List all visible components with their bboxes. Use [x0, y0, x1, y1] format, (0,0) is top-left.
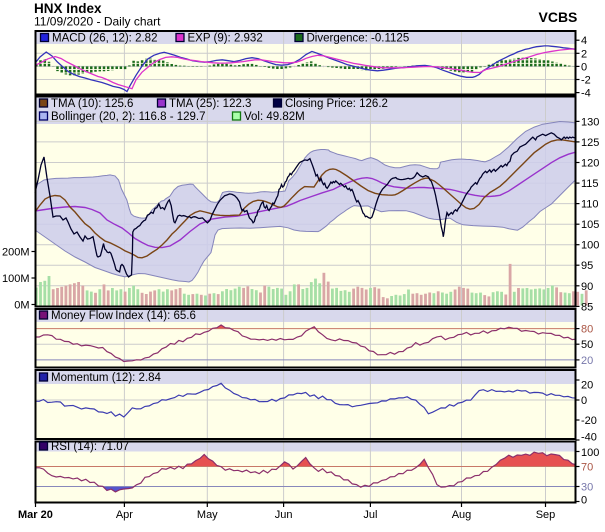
svg-text:VCBS: VCBS: [539, 9, 578, 25]
svg-text:Closing Price: 126.2: Closing Price: 126.2: [285, 98, 388, 110]
svg-text:30: 30: [581, 482, 593, 494]
svg-text:RSI (14): 71.07: RSI (14): 71.07: [51, 441, 129, 453]
svg-text:50: 50: [581, 339, 593, 351]
svg-text:-40: -40: [581, 432, 597, 444]
svg-text:100: 100: [581, 240, 599, 252]
svg-text:Jul: Jul: [363, 509, 377, 521]
svg-text:110: 110: [581, 199, 599, 211]
svg-text:Bollinger (20, 2): 116.8 - 129: Bollinger (20, 2): 116.8 - 129.7: [51, 111, 206, 123]
svg-text:200M: 200M: [2, 247, 30, 259]
svg-text:100: 100: [581, 447, 599, 459]
svg-text:105: 105: [581, 219, 599, 231]
svg-text:80: 80: [581, 324, 593, 336]
svg-text:EXP (9): 2.932: EXP (9): 2.932: [188, 33, 263, 45]
svg-text:Vol: 49.82M: Vol: 49.82M: [244, 111, 305, 123]
svg-text:120: 120: [581, 158, 599, 170]
svg-text:MACD (26, 12): 2.82: MACD (26, 12): 2.82: [52, 33, 157, 45]
svg-text:0: 0: [581, 61, 587, 73]
svg-text:100M: 100M: [2, 273, 30, 285]
svg-text:Momentum (12): 2.84: Momentum (12): 2.84: [51, 372, 162, 384]
svg-text:Jun: Jun: [275, 509, 293, 521]
svg-text:TMA (25): 122.3: TMA (25): 122.3: [169, 98, 251, 110]
svg-text:Aug: Aug: [452, 509, 472, 521]
svg-text:70: 70: [581, 462, 593, 474]
svg-text:Money Flow Index (14): 65.6: Money Flow Index (14): 65.6: [51, 310, 196, 322]
svg-text:85: 85: [581, 301, 593, 313]
svg-text:130: 130: [581, 116, 599, 128]
svg-text:TMA (10): 125.6: TMA (10): 125.6: [51, 98, 133, 110]
svg-text:Apr: Apr: [116, 509, 133, 521]
svg-text:Divergence: -0.1125: Divergence: -0.1125: [307, 33, 410, 45]
svg-text:Mar 20: Mar 20: [18, 509, 53, 521]
svg-text:-20: -20: [581, 415, 597, 427]
svg-text:Sep: Sep: [536, 509, 556, 521]
svg-text:95: 95: [581, 260, 593, 272]
svg-text:4: 4: [581, 35, 587, 47]
svg-text:0M: 0M: [14, 300, 29, 312]
svg-text:May: May: [197, 509, 218, 521]
svg-text:2: 2: [581, 48, 587, 60]
svg-text:20: 20: [581, 380, 593, 392]
svg-text:-4: -4: [581, 88, 591, 100]
svg-text:90: 90: [581, 281, 593, 293]
svg-text:-2: -2: [581, 75, 591, 87]
svg-text:0: 0: [581, 495, 587, 507]
svg-text:11/09/2020 - Daily chart: 11/09/2020 - Daily chart: [34, 15, 161, 29]
svg-text:20: 20: [581, 355, 593, 367]
svg-text:115: 115: [581, 178, 599, 190]
svg-text:0: 0: [581, 395, 587, 407]
svg-text:125: 125: [581, 137, 599, 149]
